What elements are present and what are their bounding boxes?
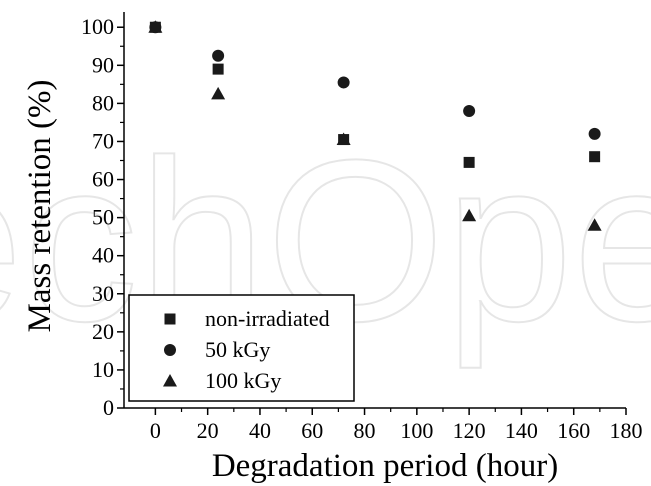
point-100-kgy bbox=[148, 20, 163, 33]
point-50-kgy bbox=[463, 105, 476, 117]
x-tick-label: 40 bbox=[249, 418, 271, 443]
y-axis-title: Mass retention (%) bbox=[22, 80, 58, 333]
legend-marker-non-irradiated bbox=[164, 313, 176, 325]
x-axis-title: Degradation period (hour) bbox=[212, 448, 558, 484]
x-tick-label: 0 bbox=[150, 418, 161, 443]
legend-marker-50-kgy bbox=[164, 344, 176, 356]
point-non-irradiated bbox=[589, 151, 601, 163]
point-50-kgy bbox=[212, 49, 225, 62]
legend-marker-100-kgy bbox=[163, 374, 177, 387]
y-tick-label: 20 bbox=[92, 319, 114, 344]
x-tick-label: 160 bbox=[557, 418, 590, 443]
x-tick-label: 140 bbox=[505, 418, 538, 443]
x-tick-label: 100 bbox=[400, 418, 433, 443]
point-100-kgy bbox=[462, 208, 477, 222]
legend: non-irradiated 50 kGy 100 kGy bbox=[128, 294, 355, 402]
y-tick-label: 100 bbox=[81, 14, 114, 39]
legend-label-50-kgy: 50 kGy bbox=[205, 337, 270, 362]
y-tick-label: 10 bbox=[92, 357, 114, 382]
x-tick-label: 180 bbox=[610, 418, 643, 443]
y-tick-label: 70 bbox=[92, 128, 114, 153]
y-tick-label: 30 bbox=[92, 281, 114, 306]
point-100-kgy bbox=[336, 132, 351, 146]
point-100-kgy bbox=[211, 86, 226, 100]
x-tick-label: 80 bbox=[354, 418, 376, 443]
data-marks bbox=[148, 20, 602, 231]
legend-label-non-irradiated: non-irradiated bbox=[205, 306, 330, 331]
y-tick-label: 60 bbox=[92, 167, 114, 192]
point-100-kgy bbox=[587, 218, 602, 231]
y-tick-label: 40 bbox=[92, 243, 114, 268]
y-tick-label: 80 bbox=[92, 90, 114, 115]
point-non-irradiated bbox=[463, 156, 475, 168]
x-tick-label: 60 bbox=[301, 418, 323, 443]
y-tick-label: 90 bbox=[92, 52, 114, 77]
point-non-irradiated bbox=[212, 63, 224, 75]
point-50-kgy bbox=[337, 76, 350, 89]
legend-label-100-kgy: 100 kGy bbox=[205, 368, 281, 393]
x-tick-label: 20 bbox=[197, 418, 219, 443]
ticks: 0 10 20 30 40 50 60 70 80 90 100 0 20 40 60 80 100 120 140… bbox=[81, 14, 643, 443]
x-tick-label: 120 bbox=[453, 418, 486, 443]
y-tick-label: 50 bbox=[92, 205, 114, 230]
y-tick-label: 0 bbox=[103, 395, 114, 420]
point-50-kgy bbox=[588, 127, 601, 140]
